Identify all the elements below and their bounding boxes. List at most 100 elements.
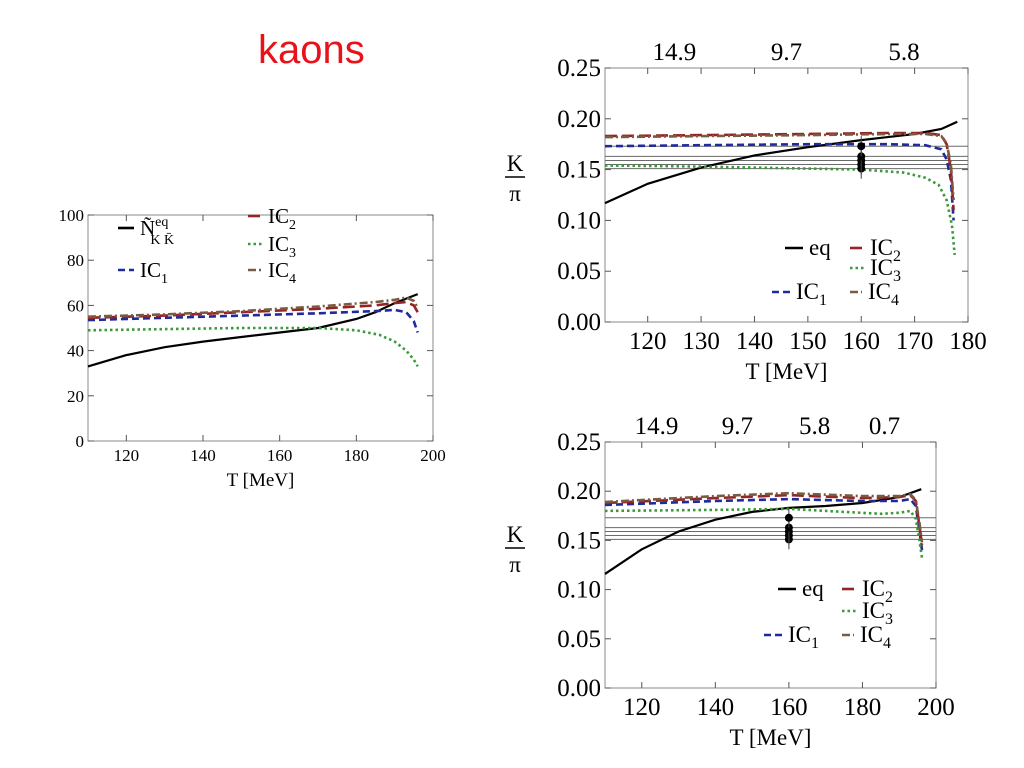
secondary-x-tick-label: 5.8 (799, 413, 830, 440)
legend-label-IC4: IC4 (860, 622, 891, 652)
legend-label-IC1: IC1 (140, 258, 168, 287)
y-tick-label: 0.10 (557, 577, 601, 604)
y-tick-label: 0.00 (557, 675, 601, 702)
legend-label-main: IC (796, 279, 819, 304)
y-tick-label: 40 (67, 342, 84, 361)
legend-label-sub: 2 (893, 248, 901, 265)
series-line-IC1 (604, 142, 955, 221)
x-tick-label: 160 (770, 694, 808, 721)
x-tick-label: 140 (697, 694, 735, 721)
legend-label-sub: 3 (893, 268, 901, 285)
y-axis-title-numerator: K (507, 151, 524, 176)
legend-label-sub: 4 (883, 635, 891, 652)
secondary-x-tick-label: 14.9 (653, 39, 697, 66)
legend-label-sub: 1 (161, 272, 168, 287)
legend-label-IC3: IC3 (870, 255, 901, 285)
slide-title: kaons (258, 28, 365, 72)
y-tick-label: 0.25 (557, 55, 601, 82)
legend-label-IC3: IC3 (862, 598, 893, 628)
y-tick-label: 100 (59, 206, 85, 225)
legend-label-sub: K K̄ (150, 232, 174, 248)
chart-bottom-right: 120 140 160 180 200 0.00 0.05 0.10 0.15 0.20 0.25 1… (505, 413, 955, 750)
legend-label-main: IC (268, 232, 289, 256)
legend-label-main: IC (268, 204, 289, 228)
legend-label-main: IC (862, 576, 885, 601)
legend-label-sub: 3 (885, 611, 893, 628)
legend-label-main: IC (868, 279, 891, 304)
legend-label-sub: 2 (885, 589, 893, 606)
x-tick-label: 180 (844, 694, 882, 721)
legend-label-eq: Ñeq K K̄ (140, 215, 174, 248)
plot-frame (604, 67, 969, 323)
series-line-IC2 (604, 131, 955, 211)
y-tick-label: 20 (67, 387, 84, 406)
x-tick-label: 130 (682, 328, 720, 355)
legend-label-IC1: IC1 (788, 622, 819, 652)
legend-label-main: IC (140, 258, 161, 282)
legend-label-IC2: IC2 (870, 235, 901, 265)
series-line-IC4 (604, 132, 955, 201)
y-tick-label: 0.20 (557, 478, 601, 505)
y-tick-label: 0.10 (557, 207, 601, 234)
y-tick-label: 0.20 (557, 106, 601, 133)
legend-label-main: eq (809, 235, 831, 260)
legend-label-main: IC (860, 622, 883, 647)
legend-label-IC4: IC4 (268, 258, 296, 287)
plot-frame (604, 441, 937, 689)
x-tick-label: 150 (789, 328, 827, 355)
y-tick-label: 0.15 (557, 527, 601, 554)
chart-left: 120 140 160 180 200 0 20 40 60 80 100 T [MeV] Ñeq K K… (59, 204, 446, 491)
series-line-eq (604, 120, 958, 205)
series-line-IC1 (87, 308, 419, 333)
series-line-IC3 (604, 164, 956, 256)
y-tick-label: 0.00 (557, 309, 601, 336)
chart-top-right: 120 130 140 150 160 170 180 0.00 0.05 0.10 0.15 0.2… (505, 39, 987, 384)
x-axis-title: T [MeV] (227, 470, 295, 491)
x-tick-label: 200 (917, 694, 955, 721)
y-axis-title-denominator: π (509, 181, 521, 206)
x-axis-title: T [MeV] (730, 725, 812, 750)
legend-label-main: IC (870, 255, 893, 280)
x-tick-label: 180 (344, 446, 370, 465)
x-tick-label: 170 (896, 328, 934, 355)
x-tick-label: 180 (949, 328, 987, 355)
legend-label-main: IC (870, 235, 893, 260)
legend-label-main: Ñ (140, 216, 155, 240)
secondary-x-tick-label: 9.7 (771, 39, 802, 66)
y-tick-label: 0.25 (557, 429, 601, 456)
secondary-x-tick-label: 14.9 (635, 413, 679, 440)
x-tick-label: 120 (623, 694, 661, 721)
secondary-x-tick-label: 9.7 (722, 413, 753, 440)
legend-label-main: IC (268, 258, 289, 282)
series-line-IC4 (87, 296, 419, 318)
series-line-IC1 (604, 497, 924, 551)
legend-label-main: eq (802, 576, 824, 601)
legend-label-IC2: IC2 (268, 204, 296, 233)
legend-label-main: IC (788, 622, 811, 647)
y-tick-label: 0.05 (557, 626, 601, 653)
y-tick-label: 60 (67, 296, 84, 315)
x-axis-title: T [MeV] (746, 359, 828, 384)
y-tick-label: 0.05 (557, 258, 601, 285)
x-tick-label: 140 (736, 328, 774, 355)
legend-label-main: IC (862, 598, 885, 623)
series-line-IC3 (604, 507, 924, 559)
x-tick-label: 140 (190, 446, 216, 465)
data-point (857, 142, 866, 151)
legend-label-IC3: IC3 (268, 232, 296, 261)
legend-label-eq: eq (802, 576, 824, 601)
x-tick-label: 160 (267, 446, 293, 465)
x-tick-label: 160 (842, 328, 880, 355)
legend-label-sub: 1 (811, 635, 819, 652)
y-axis-title-denominator: π (509, 552, 521, 577)
y-tick-label: 0 (76, 432, 85, 451)
legend-label-sub: 4 (289, 272, 296, 287)
secondary-x-tick-label: 5.8 (888, 39, 919, 66)
data-point (784, 523, 793, 532)
legend-label-sub: 3 (289, 246, 296, 261)
x-tick-label: 120 (114, 446, 140, 465)
plot-frame (87, 214, 434, 442)
x-tick-label: 200 (420, 446, 446, 465)
y-tick-label: 0.15 (557, 157, 601, 184)
legend-label-IC4: IC4 (868, 279, 899, 309)
